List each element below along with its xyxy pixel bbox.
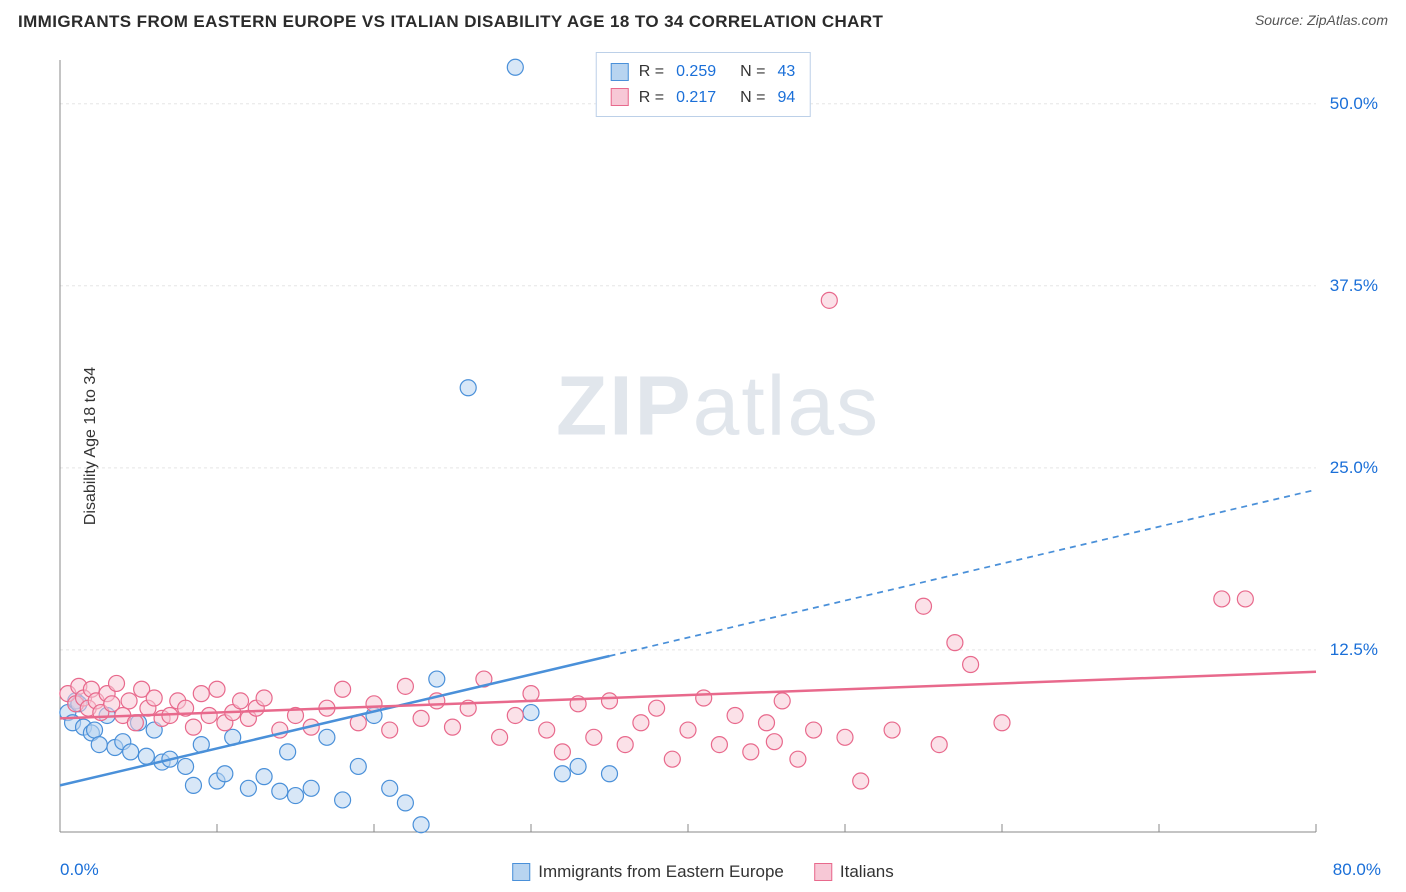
x-axis-min-label: 0.0% bbox=[60, 860, 99, 880]
scatter-plot bbox=[50, 50, 1386, 842]
legend-n-prefix: N = bbox=[740, 85, 765, 111]
chart-area: ZIPatlas 12.5%25.0%37.5%50.0% bbox=[50, 50, 1386, 842]
source-name: ZipAtlas.com bbox=[1307, 12, 1388, 28]
legend-r-prefix: R = bbox=[639, 59, 664, 85]
legend-r-value: 0.259 bbox=[676, 59, 716, 85]
header: IMMIGRANTS FROM EASTERN EUROPE VS ITALIA… bbox=[18, 12, 1388, 32]
legend-n-prefix: N = bbox=[740, 59, 765, 85]
legend-label: Immigrants from Eastern Europe bbox=[538, 862, 784, 882]
y-tick-label: 50.0% bbox=[1330, 94, 1378, 114]
legend-n-value: 94 bbox=[777, 85, 795, 111]
legend-r-value: 0.217 bbox=[676, 85, 716, 111]
legend-r-prefix: R = bbox=[639, 85, 664, 111]
legend-label: Italians bbox=[840, 862, 894, 882]
legend-swatch-series-0 bbox=[512, 863, 530, 881]
legend-swatch-series-1 bbox=[814, 863, 832, 881]
legend-item: Immigrants from Eastern Europe bbox=[512, 862, 784, 882]
y-tick-label: 12.5% bbox=[1330, 640, 1378, 660]
source-attribution: Source: ZipAtlas.com bbox=[1255, 12, 1388, 28]
y-tick-label: 25.0% bbox=[1330, 458, 1378, 478]
legend-n-value: 43 bbox=[777, 59, 795, 85]
chart-title: IMMIGRANTS FROM EASTERN EUROPE VS ITALIA… bbox=[18, 12, 883, 32]
series-legend: Immigrants from Eastern Europe Italians bbox=[512, 862, 894, 882]
y-tick-label: 37.5% bbox=[1330, 276, 1378, 296]
x-axis-max-label: 80.0% bbox=[1333, 860, 1381, 880]
legend-swatch-series-1 bbox=[611, 88, 629, 106]
legend-swatch-series-0 bbox=[611, 63, 629, 81]
legend-item: Italians bbox=[814, 862, 894, 882]
source-prefix: Source: bbox=[1255, 12, 1307, 28]
legend-row: R = 0.217 N = 94 bbox=[611, 85, 796, 111]
legend-row: R = 0.259 N = 43 bbox=[611, 59, 796, 85]
correlation-legend: R = 0.259 N = 43 R = 0.217 N = 94 bbox=[596, 52, 811, 117]
